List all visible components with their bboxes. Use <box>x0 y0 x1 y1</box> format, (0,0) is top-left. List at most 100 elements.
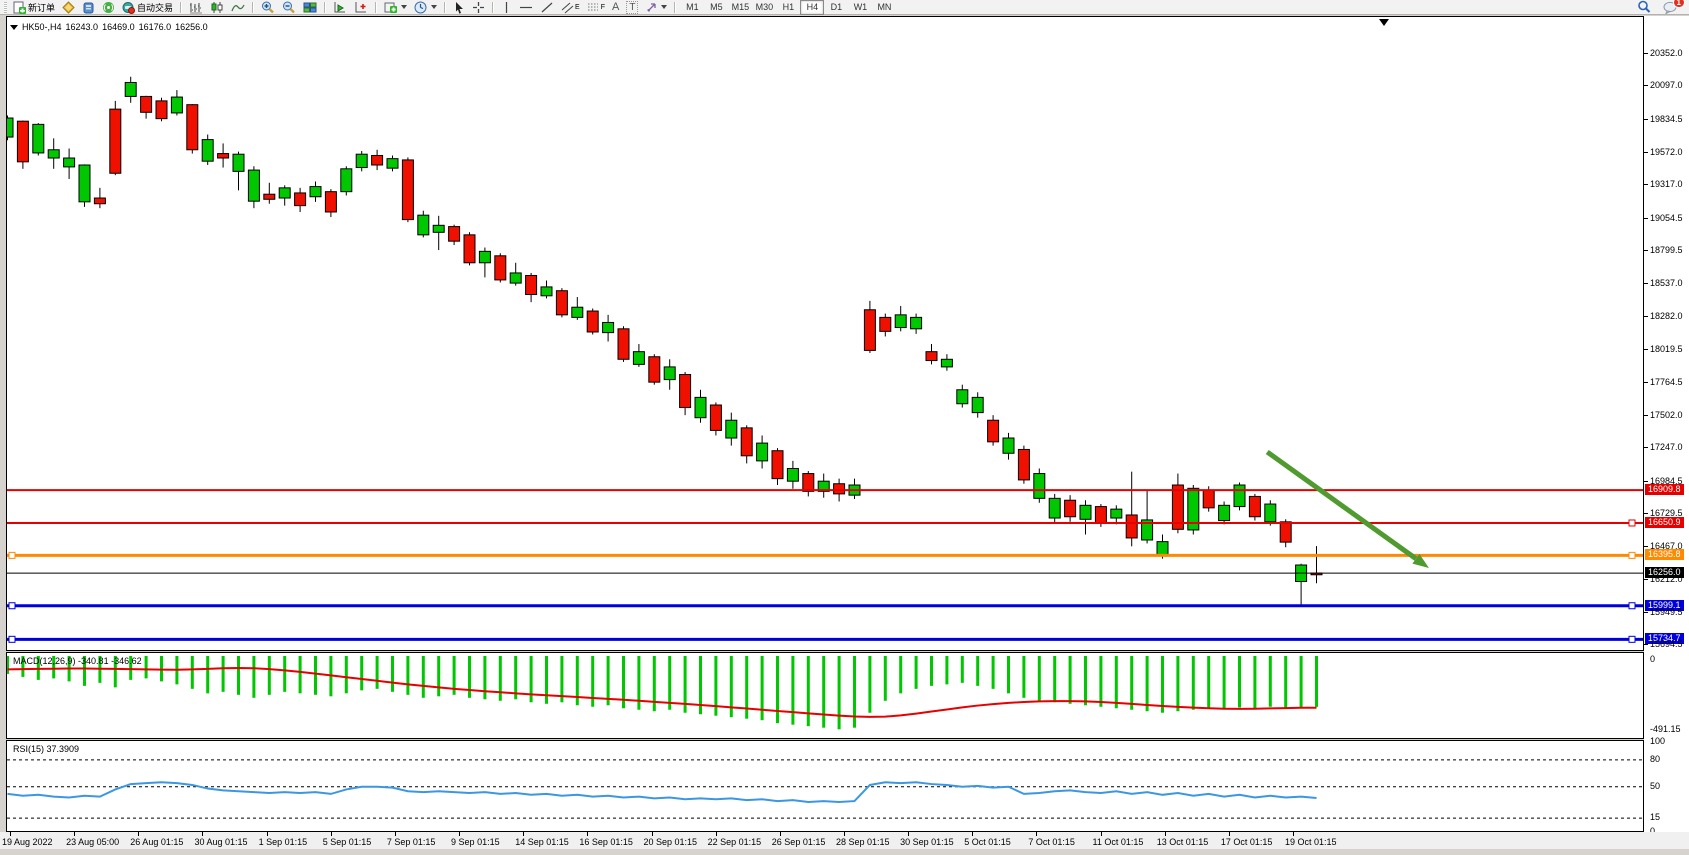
price-axis[interactable]: 16909.8 16650.9 16395.8 16256.0 15999.1 15734… <box>1644 16 1689 836</box>
price-tick <box>1644 447 1648 449</box>
macd-bar <box>406 656 410 695</box>
hline-handle[interactable] <box>1628 635 1636 643</box>
time-tick <box>1164 832 1166 836</box>
macd-bar <box>206 656 210 694</box>
hline-handle[interactable] <box>8 551 16 559</box>
fibo-subscript: F <box>600 3 605 11</box>
macd-panel[interactable]: MACD(12,26,9) -340.81 -346.62 <box>6 652 1644 739</box>
candle-body <box>494 255 507 281</box>
time-tick <box>1293 832 1294 836</box>
candle-body <box>340 168 353 193</box>
ohlc-low: 16176.0 <box>138 22 172 32</box>
fibonacci-tool-button[interactable]: F <box>584 0 608 15</box>
zoom-in-icon <box>262 1 274 13</box>
candle-body <box>1048 497 1061 519</box>
zoom-in-button[interactable] <box>258 0 278 15</box>
time-tick <box>779 832 781 836</box>
text-tool-button[interactable]: A <box>609 0 622 15</box>
price-tick <box>1644 546 1648 548</box>
macd-bar <box>1114 656 1118 709</box>
zoom-out-button[interactable] <box>279 0 299 15</box>
timeframe-mn-button[interactable]: MN <box>877 2 892 12</box>
macd-bar <box>221 656 225 692</box>
rsi-axis-50: 50 <box>1650 780 1661 791</box>
time-label: 11 Oct 01:15 <box>1092 837 1144 847</box>
macd-bar <box>314 656 317 695</box>
hline-handle[interactable] <box>1628 519 1636 527</box>
search-button[interactable] <box>1634 0 1654 15</box>
macd-bar <box>1037 656 1041 701</box>
auto-scroll-button[interactable] <box>330 0 350 15</box>
time-label: 14 Sep 01:15 <box>515 837 569 847</box>
indicators-icon <box>384 2 398 13</box>
market-watch-button[interactable] <box>59 0 78 15</box>
cursor-tool-button[interactable] <box>450 0 468 15</box>
bar-chart-button[interactable] <box>186 0 206 15</box>
hline-handle[interactable] <box>1628 551 1636 559</box>
candle-body <box>93 197 106 205</box>
timeframe-m5-button[interactable]: M5 <box>710 2 723 12</box>
dropdown-caret <box>431 5 438 9</box>
macd-bar <box>1238 656 1241 708</box>
candle-body <box>694 396 707 419</box>
time-label: 7 Sep 01:15 <box>386 837 436 847</box>
arrows-tool-icon <box>647 2 657 11</box>
timeframe-d1-button[interactable]: D1 <box>830 2 843 12</box>
macd-bar <box>498 656 502 701</box>
market-depth-button[interactable] <box>79 0 98 15</box>
price-tick-label: 18282.0 <box>1650 310 1683 321</box>
candle-body <box>1002 437 1015 454</box>
vertical-line-tool-button[interactable] <box>498 0 515 15</box>
timeframe-h1-button[interactable]: H1 <box>782 2 795 12</box>
collapse-triangle-icon[interactable] <box>10 24 18 30</box>
rsi-axis-100: 100 <box>1650 736 1666 746</box>
dropdown-caret <box>401 5 408 9</box>
candle-body <box>63 157 76 168</box>
candle-body <box>232 153 245 172</box>
macd-bar <box>267 656 271 695</box>
signals-button[interactable] <box>99 0 118 15</box>
time-axis[interactable]: 19 Aug 2022 23 Aug 05:00 26 Aug 01:15 30 Au… <box>0 832 1689 849</box>
line-chart-button[interactable] <box>228 0 248 15</box>
notifications-button[interactable]: 1 <box>1660 0 1685 15</box>
hline-handle[interactable] <box>1628 602 1636 610</box>
price-chart-panel[interactable] <box>6 16 1644 651</box>
arrows-tool-button[interactable] <box>642 0 670 15</box>
new-order-button[interactable]: 新订单 <box>10 0 58 15</box>
hline-handle[interactable] <box>8 635 16 643</box>
rsi-chart[interactable] <box>7 741 1643 831</box>
rsi-panel[interactable]: RSI(15) 37.3909 <box>6 740 1644 832</box>
toolbar-separator <box>444 1 447 13</box>
crosshair-tool-button[interactable] <box>469 0 488 15</box>
trend-arrow[interactable] <box>1265 449 1418 561</box>
timeframe-h4-button[interactable]: H4 <box>800 0 825 15</box>
price-tick <box>1644 315 1648 317</box>
candle-body <box>987 419 1000 443</box>
equidistant-channel-tool-button[interactable]: E <box>558 0 583 15</box>
periods-button[interactable] <box>411 0 440 15</box>
timeframe-m15-button[interactable]: M15 <box>731 2 750 12</box>
toolbar-grip[interactable] <box>4 1 7 13</box>
new-order-icon <box>13 1 26 14</box>
macd-bar <box>606 656 610 706</box>
macd-bar <box>514 656 518 700</box>
candlestick-chart[interactable] <box>7 17 1643 650</box>
timeframe-w1-button[interactable]: W1 <box>853 2 868 12</box>
horizontal-line-tool-button[interactable] <box>516 0 536 15</box>
timeframe-m1-button[interactable]: M1 <box>686 2 699 12</box>
hline-handle[interactable] <box>8 602 16 610</box>
timeframe-m30-button[interactable]: M30 <box>755 2 774 12</box>
price-tick-label: 19834.5 <box>1650 113 1683 124</box>
chart-shift-button[interactable] <box>351 0 371 15</box>
time-label: 28 Sep 01:15 <box>835 837 890 847</box>
trendline-tool-button[interactable] <box>537 0 557 15</box>
candle-chart-button[interactable] <box>207 0 227 15</box>
price-tick-label: 18537.0 <box>1650 278 1683 289</box>
auto-trading-button[interactable]: 自动交易 <box>119 0 176 15</box>
text-label-tool-button[interactable]: T <box>623 0 641 15</box>
tile-windows-button[interactable] <box>300 0 320 15</box>
macd-chart[interactable] <box>7 653 1643 738</box>
macd-histogram <box>7 656 1318 730</box>
indicators-button[interactable] <box>381 0 410 15</box>
